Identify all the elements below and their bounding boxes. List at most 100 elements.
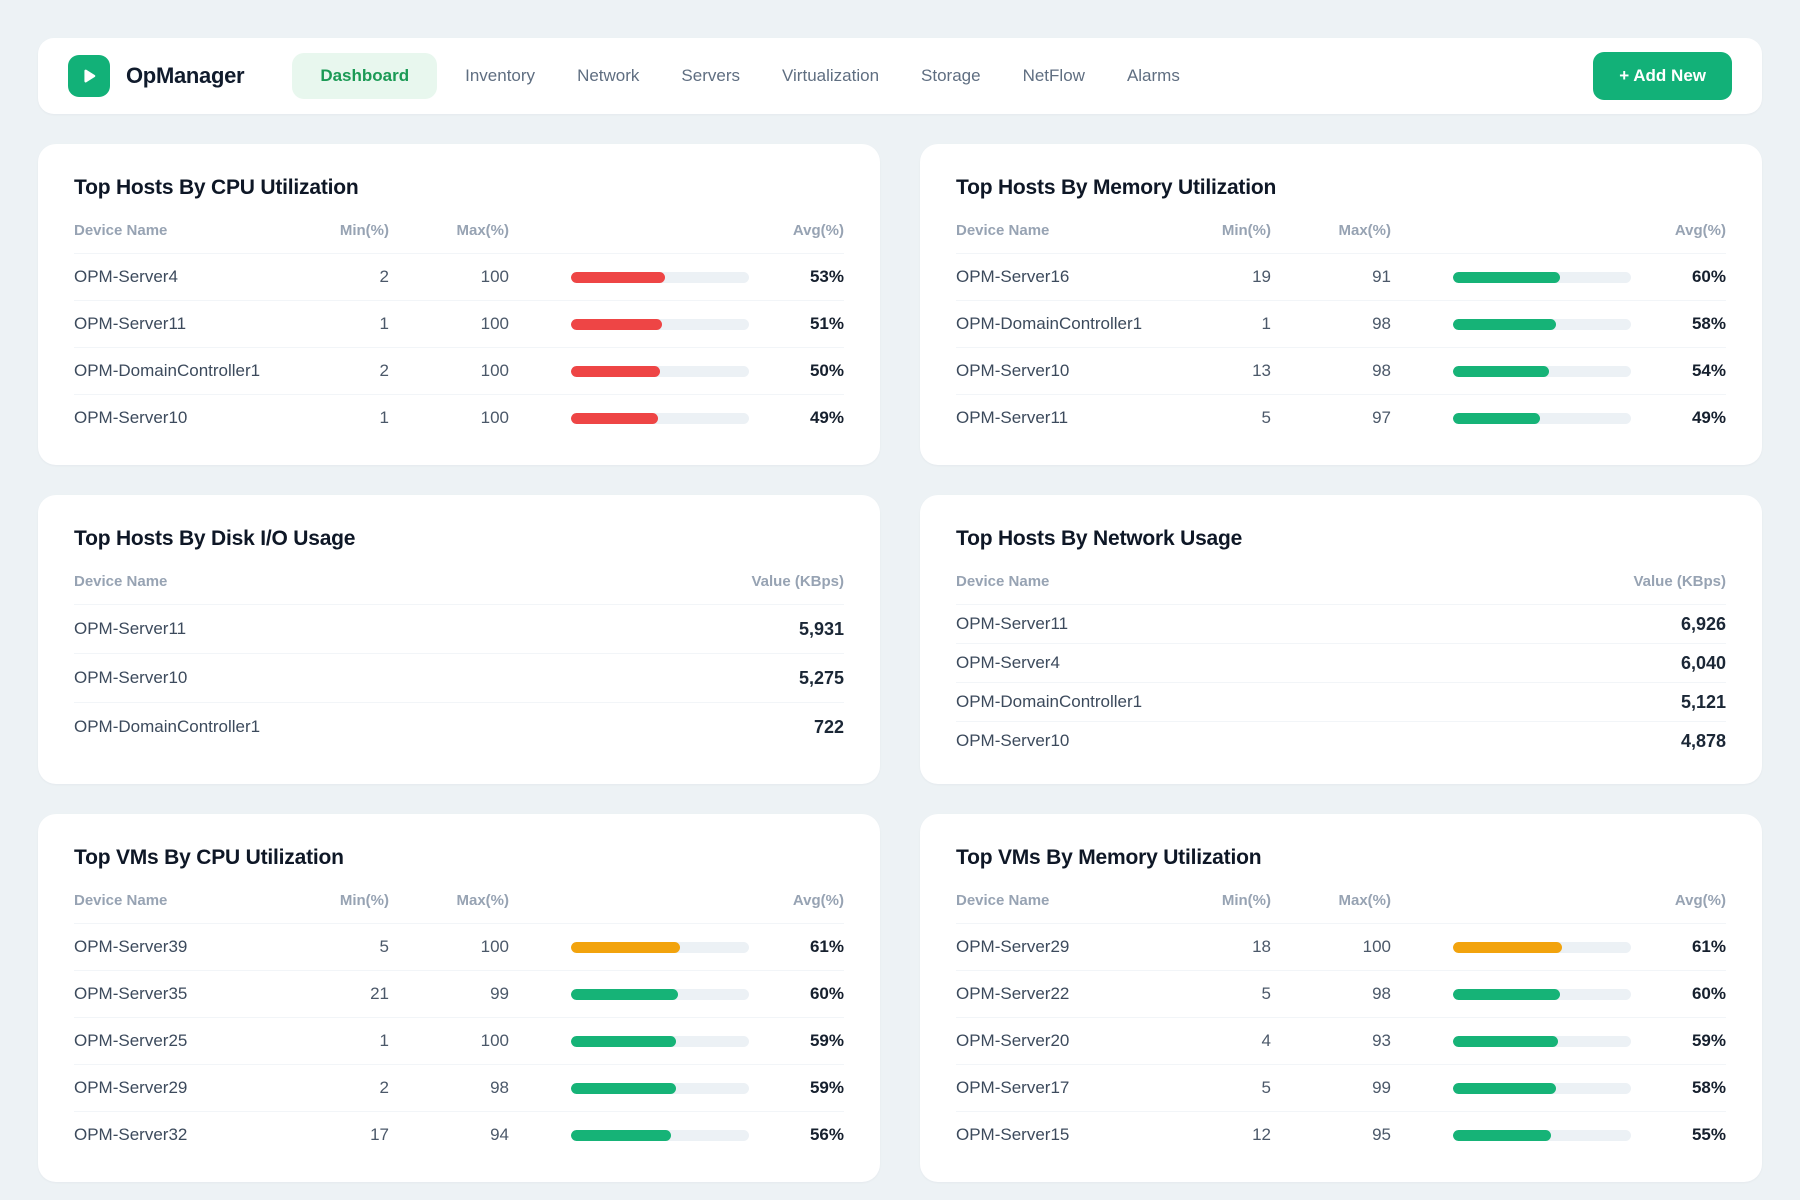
- progress-fill: [571, 988, 678, 1000]
- min-value: 21: [370, 984, 389, 1003]
- table-body: OPM-Server4 2 100 53% OPM-Server11 1 100 51% OPM…: [74, 253, 844, 441]
- progress-fill: [1453, 988, 1560, 1000]
- col-device-name: Device Name: [956, 222, 1050, 239]
- kbps-value: 722: [813, 716, 844, 737]
- avg-value: 50%: [809, 361, 844, 380]
- progress-track: [1453, 412, 1631, 424]
- min-value: 1: [379, 408, 389, 427]
- progress-track: [571, 1035, 749, 1047]
- progress-fill: [1453, 1035, 1559, 1047]
- avg-value: 61%: [809, 937, 844, 956]
- bar-cell: [1391, 318, 1631, 330]
- nav-item-inventory[interactable]: Inventory: [451, 54, 549, 98]
- max-value: 98: [1372, 361, 1391, 380]
- table-row: OPM-DomainController1 1 98 58%: [956, 300, 1726, 347]
- device-name: OPM-DomainController1: [956, 692, 1143, 711]
- card-top-vms-cpu: Top VMs By CPU Utilization Device Name Mi…: [38, 814, 880, 1182]
- col-value: Value (KBps): [751, 573, 844, 590]
- progress-track: [571, 941, 749, 953]
- max-value: 98: [490, 1078, 509, 1097]
- progress-fill: [1453, 1082, 1557, 1094]
- device-name: OPM-Server32: [74, 1125, 188, 1144]
- max-value: 100: [480, 267, 509, 286]
- table-row: OPM-Server29 2 98 59%: [74, 1064, 844, 1111]
- avg-value: 59%: [1691, 1031, 1726, 1050]
- col-avg: Avg(%): [792, 222, 844, 239]
- table-row: OPM-Server11 5,931: [74, 604, 844, 653]
- table-row: OPM-Server20 4 93 59%: [956, 1017, 1726, 1064]
- max-value: 99: [1372, 1078, 1391, 1097]
- bar-cell: [509, 1129, 749, 1141]
- card-title: Top VMs By Memory Utilization: [956, 846, 1262, 869]
- min-value: 13: [1252, 361, 1271, 380]
- nav-item-storage[interactable]: Storage: [907, 54, 995, 98]
- table-header: Device Name Value (KBps): [956, 573, 1726, 604]
- max-value: 98: [1372, 984, 1391, 1003]
- table-row: OPM-Server25 1 100 59%: [74, 1017, 844, 1064]
- min-value: 2: [379, 361, 389, 380]
- col-device-name: Device Name: [956, 573, 1050, 590]
- col-value: Value (KBps): [1633, 573, 1726, 590]
- bar-cell: [1391, 941, 1631, 953]
- add-new-button[interactable]: + Add New: [1593, 52, 1732, 100]
- col-device-name: Device Name: [74, 892, 168, 909]
- card-title: Top Hosts By Disk I/O Usage: [74, 527, 356, 550]
- max-value: 94: [490, 1125, 509, 1144]
- progress-fill: [1453, 941, 1562, 953]
- min-value: 19: [1252, 267, 1271, 286]
- min-value: 5: [1261, 984, 1271, 1003]
- avg-value: 49%: [1691, 408, 1726, 427]
- bar-cell: [509, 271, 749, 283]
- device-name: OPM-DomainController1: [74, 717, 261, 736]
- table-row: OPM-Server11 5 97 49%: [956, 394, 1726, 441]
- avg-value: 60%: [1691, 267, 1726, 286]
- card-top-vms-memory: Top VMs By Memory Utilization Device Nam…: [920, 814, 1762, 1182]
- col-max: Max(%): [456, 222, 509, 239]
- device-name: OPM-Server4: [956, 653, 1060, 672]
- avg-value: 58%: [1691, 1078, 1726, 1097]
- progress-fill: [1453, 412, 1541, 424]
- table-row: OPM-Server11 1 100 51%: [74, 300, 844, 347]
- main-nav: Dashboard Inventory Network Servers Virtuali…: [292, 53, 1593, 99]
- avg-value: 54%: [1691, 361, 1726, 380]
- card-top-hosts-disk-io: Top Hosts By Disk I/O Usage Device Name V…: [38, 495, 880, 784]
- col-max: Max(%): [456, 892, 509, 909]
- max-value: 100: [480, 314, 509, 333]
- table-row: OPM-Server22 5 98 60%: [956, 970, 1726, 1017]
- bar-cell: [1391, 412, 1631, 424]
- min-value: 2: [379, 1078, 389, 1097]
- bar-cell: [509, 318, 749, 330]
- table-row: OPM-Server10 1 100 49%: [74, 394, 844, 441]
- device-name: OPM-Server29: [956, 937, 1070, 956]
- avg-value: 58%: [1691, 314, 1726, 333]
- progress-track: [571, 318, 749, 330]
- device-name: OPM-DomainController1: [956, 314, 1143, 333]
- progress-track: [1453, 1129, 1631, 1141]
- col-device-name: Device Name: [956, 892, 1050, 909]
- max-value: 95: [1372, 1125, 1391, 1144]
- progress-fill: [1453, 365, 1550, 377]
- col-avg: Avg(%): [1674, 222, 1726, 239]
- table-row: OPM-Server4 6,040: [956, 643, 1726, 682]
- bar-cell: [1391, 271, 1631, 283]
- progress-fill: [1453, 1129, 1551, 1141]
- avg-value: 59%: [809, 1078, 844, 1097]
- top-navigation-bar: OpManager Dashboard Inventory Network Serve…: [38, 38, 1762, 114]
- card-title: Top Hosts By Network Usage: [956, 527, 1243, 550]
- nav-item-servers[interactable]: Servers: [667, 54, 754, 98]
- table-row: OPM-Server16 19 91 60%: [956, 253, 1726, 300]
- min-value: 5: [1261, 408, 1271, 427]
- table-row: OPM-Server17 5 99 58%: [956, 1064, 1726, 1111]
- nav-item-virtualization[interactable]: Virtualization: [768, 54, 893, 98]
- min-value: 1: [379, 314, 389, 333]
- nav-item-netflow[interactable]: NetFlow: [1009, 54, 1099, 98]
- nav-item-dashboard[interactable]: Dashboard: [292, 53, 438, 99]
- progress-fill: [571, 365, 660, 377]
- max-value: 91: [1372, 267, 1391, 286]
- progress-track: [571, 1129, 749, 1141]
- nav-item-alarms[interactable]: Alarms: [1113, 54, 1194, 98]
- table-body: OPM-Server29 18 100 61% OPM-Server22 5 98 60% OP…: [956, 923, 1726, 1158]
- device-name: OPM-Server39: [74, 937, 188, 956]
- nav-item-network[interactable]: Network: [563, 54, 653, 98]
- kbps-value: 6,040: [1680, 652, 1726, 673]
